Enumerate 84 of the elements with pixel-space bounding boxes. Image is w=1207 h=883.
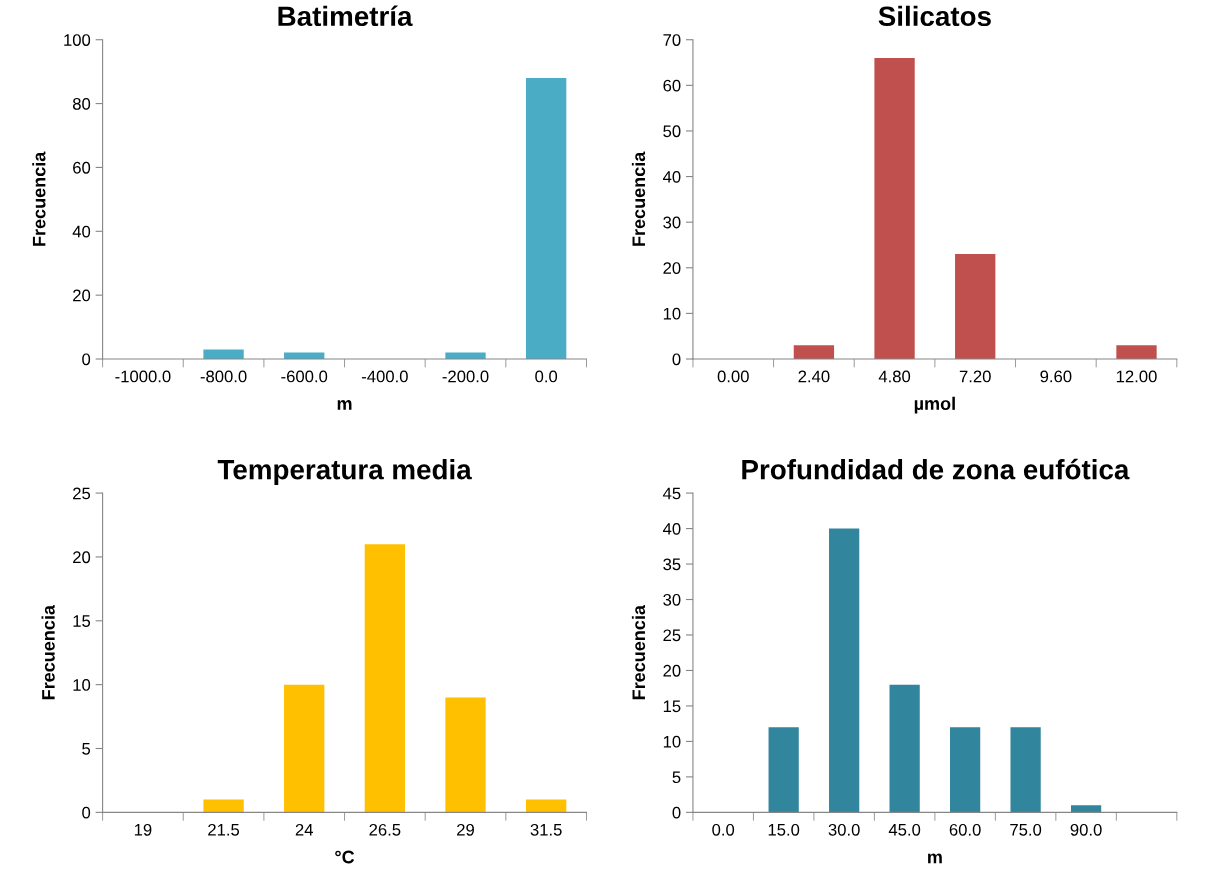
y-tick-label: 10 — [663, 307, 681, 320]
bar — [284, 684, 325, 813]
y-tick-label: 0 — [82, 353, 91, 366]
bar — [1116, 345, 1157, 359]
y-tick-label: 20 — [663, 664, 681, 677]
bar — [1010, 727, 1041, 813]
x-tick-label: 0.0 — [535, 370, 558, 383]
y-tick-label: 60 — [73, 161, 91, 174]
y-tick-label: 25 — [663, 629, 681, 642]
y-tick-label: 10 — [663, 735, 681, 748]
x-tick-label: 30.0 — [828, 823, 860, 836]
x-tick-label: 7.20 — [959, 370, 991, 383]
x-tick-label: 9.60 — [1040, 370, 1072, 383]
y-tick-label: 40 — [662, 170, 681, 183]
x-tick-label: -200.0 — [442, 370, 489, 383]
x-tick-label: 12.00 — [1116, 370, 1157, 383]
x-tick-label: 60.0 — [949, 823, 981, 836]
bar — [955, 254, 996, 359]
y-tick-label: 25 — [73, 487, 91, 500]
bar — [203, 799, 244, 813]
bar — [1070, 805, 1102, 813]
bar — [364, 544, 406, 813]
y-tick-label: 10 — [73, 679, 91, 691]
x-tick-label: 45.0 — [888, 823, 921, 836]
x-tick-label: 29 — [457, 823, 474, 836]
bar — [445, 697, 486, 813]
y-tick-label: 15 — [663, 700, 681, 713]
x-axis-title: m — [928, 853, 942, 864]
y-axis-title: Frecuencia — [631, 151, 646, 246]
chart-title: Batimetría — [278, 5, 413, 27]
bar — [526, 799, 567, 813]
y-tick-label: 30 — [663, 216, 681, 229]
y-tick-label: 100 — [64, 34, 91, 46]
x-tick-label: -1000.0 — [115, 370, 171, 383]
y-axis-title: Frecuencia — [32, 151, 46, 246]
x-tick-label: 4.80 — [878, 370, 911, 383]
x-tick-label: -400.0 — [361, 370, 408, 383]
x-tick-label: 26.5 — [369, 823, 401, 836]
y-axis-title: Frecuencia — [41, 604, 55, 700]
bar — [889, 684, 920, 813]
bar — [203, 349, 244, 359]
y-tick-label: 20 — [663, 262, 681, 274]
y-tick-label: 20 — [73, 289, 91, 302]
chart-title: Temperatura media — [217, 459, 472, 485]
y-tick-label: 15 — [73, 615, 91, 627]
x-tick-label: 0.0 — [712, 823, 735, 836]
x-tick-label: 75.0 — [1010, 823, 1042, 836]
x-axis-title: µmol — [914, 396, 955, 414]
bar — [768, 727, 799, 813]
y-tick-label: 5 — [82, 743, 91, 755]
x-tick-label: 15.0 — [768, 823, 800, 836]
y-tick-label: 30 — [663, 593, 681, 606]
x-tick-label: -600.0 — [281, 370, 328, 383]
x-tick-label: 24 — [295, 823, 313, 836]
x-axis-title: °C — [335, 850, 355, 864]
chart-title: Silicatos — [878, 5, 991, 27]
x-tick-label: -800.0 — [200, 370, 247, 383]
y-tick-label: 35 — [663, 558, 681, 571]
y-tick-label: 5 — [672, 771, 681, 784]
bar — [526, 78, 567, 359]
y-tick-label: 40 — [662, 522, 681, 535]
bar — [829, 528, 860, 813]
y-tick-label: 60 — [663, 79, 681, 92]
y-tick-label: 80 — [72, 97, 91, 110]
y-tick-label: 50 — [663, 125, 681, 138]
x-tick-label: 31.5 — [530, 823, 562, 836]
bar — [874, 57, 915, 359]
x-tick-label: 21.5 — [208, 823, 240, 836]
x-axis-title: m — [337, 400, 352, 410]
x-tick-label: 90.0 — [1070, 823, 1102, 836]
y-tick-label: 0 — [82, 806, 91, 819]
y-tick-label: 20 — [73, 551, 91, 564]
y-tick-label: 0 — [672, 353, 681, 366]
y-tick-label: 70 — [663, 34, 681, 46]
y-tick-label: 40 — [72, 225, 91, 238]
y-axis-title: Frecuencia — [631, 604, 646, 700]
x-tick-label: 0.00 — [717, 370, 749, 383]
y-tick-label: 45 — [662, 487, 681, 500]
y-tick-label: 0 — [672, 806, 681, 819]
bar — [950, 727, 981, 813]
chart-title: Profundidad de zona eufótica — [742, 458, 1130, 480]
x-tick-label: 19 — [134, 823, 152, 836]
x-tick-label: 2.40 — [798, 370, 830, 383]
bar — [793, 345, 835, 359]
